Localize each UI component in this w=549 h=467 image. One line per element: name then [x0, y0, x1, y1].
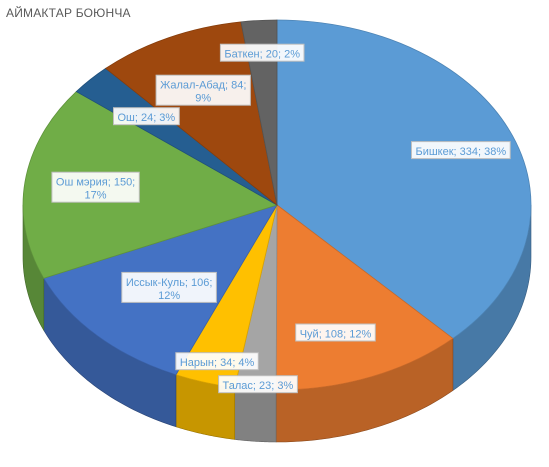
- data-label-9: Баткен; 20; 2%: [219, 43, 305, 62]
- data-label-box: [295, 323, 376, 342]
- pie-slice-9: [240, 19, 278, 206]
- data-label-box: [411, 141, 511, 160]
- data-label-8: Жалал-Абад; 84;9%: [155, 74, 251, 106]
- pie-top-layer: [22, 19, 532, 391]
- data-label-box: [219, 43, 305, 62]
- data-label-text: 12%: [158, 290, 180, 302]
- data-label-box: [51, 171, 140, 203]
- data-label-1: Бишкек; 334; 38%: [411, 141, 511, 160]
- data-label-text: Бишкек; 334; 38%: [415, 146, 506, 158]
- data-label-box: [113, 107, 180, 126]
- data-label-layer: Бишкек; 334; 38% Чуй; 108; 12% Талас; 23; …: [51, 43, 511, 394]
- slice-side-3: [234, 387, 277, 443]
- pie-slice-1: [276, 19, 532, 339]
- data-label-3: Талас; 23; 3%: [218, 375, 298, 394]
- data-label-text: Талас; 23; 3%: [223, 380, 294, 392]
- data-label-box: [218, 375, 298, 394]
- data-label-box: [121, 271, 217, 303]
- data-label-box: [175, 352, 259, 371]
- chart-title: АЙМАКТАР БОЮНЧА: [6, 6, 131, 20]
- pie-slice-8: [105, 21, 278, 206]
- pie-slice-6: [22, 91, 278, 279]
- data-label-text: Чуй; 108; 12%: [300, 328, 372, 340]
- data-label-text: Ош мэрия; 150;: [56, 177, 135, 189]
- data-label-7: Ош; 24; 3%: [113, 107, 180, 126]
- data-label-box: [155, 74, 251, 106]
- data-label-4: Нарын; 34; 4%: [175, 352, 259, 371]
- data-label-text: Нарын; 34; 4%: [180, 357, 255, 369]
- data-label-5: Иссык-Куль; 106;12%: [121, 271, 217, 303]
- data-label-text: Иссык-Куль; 106;: [126, 277, 213, 289]
- data-label-text: Ош; 24; 3%: [117, 112, 175, 124]
- data-label-text: Баткен; 20; 2%: [224, 49, 300, 61]
- data-label-6: Ош мэрия; 150;17%: [51, 171, 140, 203]
- data-label-text: Жалал-Абад; 84;: [160, 80, 246, 92]
- data-label-text: 9%: [195, 93, 211, 105]
- data-label-2: Чуй; 108; 12%: [295, 323, 376, 342]
- data-label-text: 17%: [85, 190, 107, 202]
